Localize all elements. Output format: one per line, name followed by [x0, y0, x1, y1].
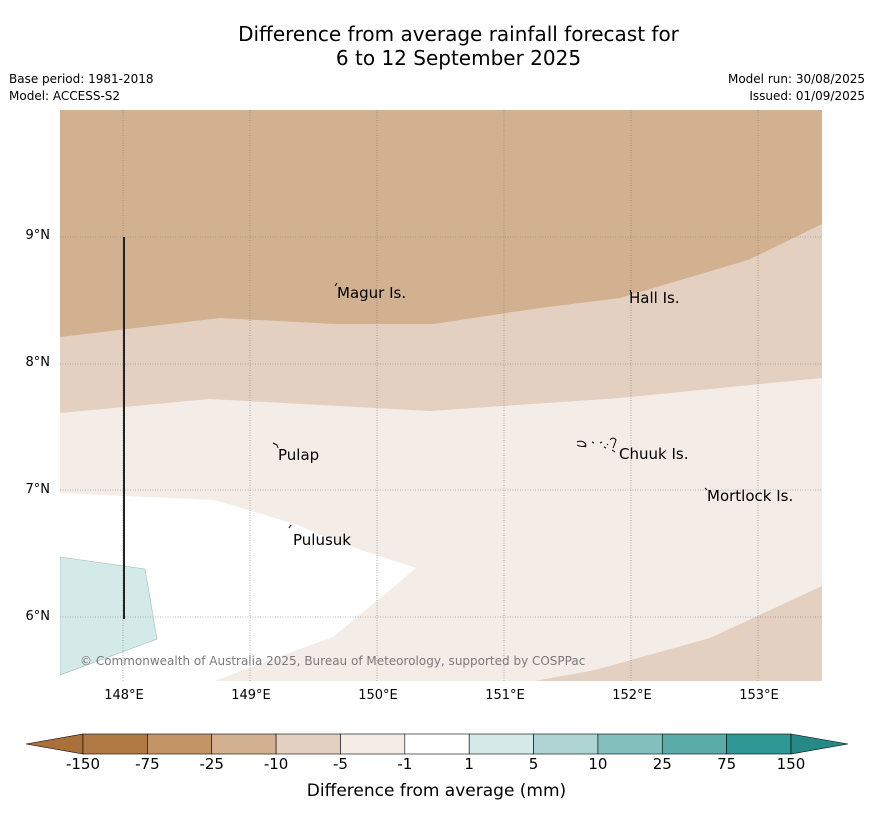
meta-left: Base period: 1981-2018 Model: ACCESS-S2: [9, 71, 154, 105]
island-magur: [334, 282, 338, 287]
colorbar-segment: [597, 733, 663, 755]
colorbar-segments: [25, 733, 849, 755]
colorbar-segment: [147, 733, 213, 755]
colorbar-segment: [340, 733, 406, 755]
map-panel: Magur Is. Hall Is. Pulap Chuuk Is. Mortl…: [60, 110, 822, 681]
colorbar-tick-label: 5: [528, 755, 539, 773]
colorbar-tick-label: -25: [199, 755, 224, 773]
place-label-hall: Hall Is.: [629, 289, 680, 307]
colorbar-tick-label: 150: [776, 755, 806, 773]
colorbar-segment: [726, 733, 792, 755]
lat-label-7n: 7°N: [25, 482, 51, 497]
place-label-pulap: Pulap: [278, 446, 319, 464]
lon-label-150e: 150°E: [358, 688, 398, 703]
place-label-magur: Magur Is.: [337, 284, 406, 302]
colorbar-title: Difference from average (mm): [306, 781, 567, 801]
meta-right: Model run: 30/08/2025 Issued: 01/09/2025: [728, 71, 865, 105]
colorbar-tick-label: 25: [652, 755, 672, 773]
lat-label-9n: 9°N: [25, 228, 51, 243]
colorbar-arrow-left: [25, 733, 84, 755]
colorbar-tick-label: 1: [464, 755, 474, 773]
colorbar-tick-label: 10: [588, 755, 608, 773]
place-label-pulusuk: Pulusuk: [293, 531, 351, 549]
map-canvas: Magur Is. Hall Is. Pulap Chuuk Is. Mortl…: [60, 110, 822, 681]
band-dark-tan: [60, 110, 822, 337]
lon-label-152e: 152°E: [612, 688, 652, 703]
band-tan-bottom: [535, 586, 822, 681]
title-line-2: 6 to 12 September 2025: [335, 46, 582, 70]
colorbar-tick-label: -10: [263, 755, 289, 773]
lon-label-151e: 151°E: [485, 688, 525, 703]
issued-date: Issued: 01/09/2025: [749, 89, 865, 103]
lat-label-6n: 6°N: [25, 609, 51, 624]
island-hall: [629, 289, 632, 294]
colorbar-tick-label: -75: [135, 755, 160, 773]
colorbar-tick-label: 75: [717, 755, 737, 773]
colorbar-segment: [211, 733, 277, 755]
colorbar-tick-label: -1: [397, 755, 413, 773]
colorbar-segment: [533, 733, 599, 755]
copyright-notice: © Commonwealth of Australia 2025, Bureau…: [80, 654, 585, 668]
place-label-chuuk: Chuuk Is.: [619, 445, 688, 463]
base-period: Base period: 1981-2018: [9, 72, 154, 86]
place-label-mortlock: Mortlock Is.: [707, 487, 793, 505]
lat-label-8n: 8°N: [25, 355, 51, 370]
colorbar: [25, 733, 849, 755]
island-outlines: [272, 282, 708, 529]
lon-label-149e: 149°E: [231, 688, 271, 703]
island-chuuk: [576, 437, 617, 453]
lon-label-148e: 148°E: [104, 688, 144, 703]
map-title: Difference from average rainfall forecas…: [0, 22, 873, 70]
island-pulusuk: [288, 524, 292, 529]
colorbar-tick-label: -150: [65, 755, 101, 773]
colorbar-segment: [275, 733, 341, 755]
lon-label-153e: 153°E: [739, 688, 779, 703]
colorbar-arrow-right: [790, 733, 849, 755]
colorbar-tick-label: -5: [332, 755, 348, 773]
model-name: Model: ACCESS-S2: [9, 89, 121, 103]
colorbar-segment: [82, 733, 148, 755]
colorbar-segment: [468, 733, 534, 755]
colorbar-segment: [404, 733, 470, 755]
island-pulap: [272, 442, 279, 449]
band-teal: [60, 556, 158, 676]
island-mortlock: [704, 487, 708, 491]
model-run: Model run: 30/08/2025: [727, 72, 865, 86]
colorbar-segment: [661, 733, 727, 755]
title-line-1: Difference from average rainfall forecas…: [238, 22, 679, 46]
